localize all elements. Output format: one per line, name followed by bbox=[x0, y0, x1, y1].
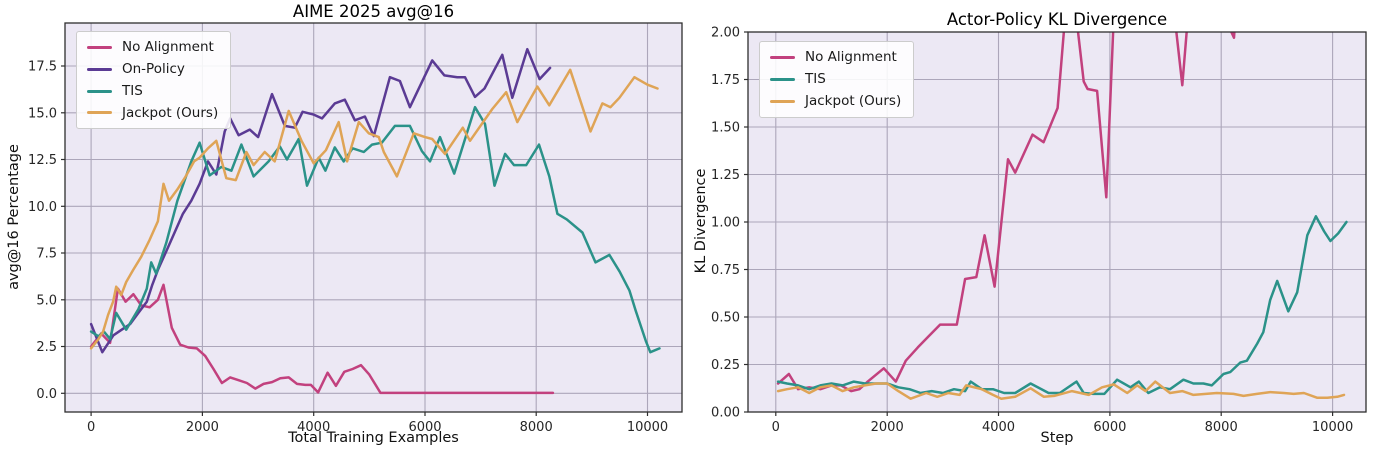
kl-yaxis-label: KL Divergence bbox=[693, 168, 709, 274]
x-tick-label: 8000 bbox=[520, 420, 553, 435]
y-tick-label: 0.0 bbox=[36, 387, 57, 402]
legend-item-tis: TIS bbox=[87, 82, 218, 99]
y-tick-label: 7.5 bbox=[36, 247, 57, 262]
legend-label: TIS bbox=[122, 82, 143, 99]
y-tick-label: 15.0 bbox=[28, 106, 57, 121]
legend-swatch-on-policy bbox=[87, 67, 112, 71]
legend-swatch-no-alignment bbox=[87, 45, 112, 49]
y-tick-label: 10.0 bbox=[28, 200, 57, 215]
aime-yaxis-label: avg@16 Percentage bbox=[6, 144, 22, 290]
legend-swatch-jackpot-ours bbox=[87, 111, 112, 115]
x-tick-label: 10000 bbox=[1312, 420, 1353, 435]
y-tick-label: 1.25 bbox=[711, 168, 740, 183]
aime-xaxis-label: Total Training Examples bbox=[288, 430, 459, 446]
series-line-no-alignment bbox=[89, 283, 555, 395]
x-tick-label: 0 bbox=[772, 420, 780, 435]
x-tick-label: 2000 bbox=[871, 420, 904, 435]
legend-label: Jackpot (Ours) bbox=[805, 92, 902, 109]
legend-label: On-Policy bbox=[122, 60, 185, 77]
aime-chart-title: AIME 2025 avg@16 bbox=[292, 2, 455, 21]
series-line-jackpot-ours bbox=[776, 380, 1346, 400]
y-tick-label: 12.5 bbox=[28, 153, 57, 168]
legend-item-jackpot-ours: Jackpot (Ours) bbox=[87, 104, 219, 121]
x-tick-label: 0 bbox=[87, 420, 95, 435]
legend-label: No Alignment bbox=[805, 49, 897, 65]
tick-labels: 0 2000 4000 6000 8000 10000 0.0 2.5 5.0 7.5 10.0 12… bbox=[28, 60, 668, 436]
kl-xaxis-label: Step bbox=[1040, 430, 1074, 446]
x-tick-label: 2000 bbox=[186, 420, 219, 435]
aime-legend: No Alignment On-Policy TIS Jackpot (Ours) bbox=[76, 31, 232, 130]
y-tick-label: 17.5 bbox=[28, 60, 57, 75]
y-tick-label: 0.50 bbox=[711, 311, 740, 326]
y-tick-label: 1.00 bbox=[711, 216, 740, 231]
legend-item-no-alignment: No Alignment bbox=[770, 50, 901, 65]
y-tick-label: 1.75 bbox=[711, 73, 740, 88]
legend-label: No Alignment bbox=[122, 39, 214, 55]
legend-swatch-jackpot-ours bbox=[770, 99, 795, 103]
x-tick-label: 10000 bbox=[627, 420, 668, 435]
gridlines bbox=[65, 23, 682, 412]
series-line-jackpot-ours bbox=[89, 68, 659, 350]
x-tick-label: 6000 bbox=[408, 420, 441, 435]
x-tick-label: 4000 bbox=[297, 420, 330, 435]
y-tick-label: 1.50 bbox=[711, 121, 740, 136]
legend-label: TIS bbox=[805, 70, 826, 87]
legend-swatch-tis bbox=[770, 77, 795, 81]
series-line-on-policy bbox=[89, 47, 552, 354]
legend-swatch-tis bbox=[87, 89, 112, 93]
legend-swatch-no-alignment bbox=[770, 55, 795, 59]
y-tick-label: 2.00 bbox=[711, 26, 740, 41]
axes-frame bbox=[747, 31, 1367, 413]
x-tick-label: 6000 bbox=[1093, 420, 1126, 435]
series-group bbox=[776, 32, 1348, 400]
y-tick-label: 5.0 bbox=[36, 293, 57, 308]
axes-frame bbox=[64, 22, 683, 413]
series-group bbox=[89, 47, 661, 395]
y-tick-label: 0.75 bbox=[711, 263, 740, 278]
y-tick-label: 0.25 bbox=[711, 358, 740, 373]
tick-marks bbox=[744, 31, 1334, 416]
legend-item-no-alignment: No Alignment bbox=[87, 40, 218, 55]
x-tick-label: 8000 bbox=[1205, 420, 1238, 435]
tick-labels: 0 2000 4000 6000 8000 10000 0.00 0.25 0.50 0.75 1.… bbox=[711, 26, 1353, 436]
tick-marks bbox=[61, 65, 649, 416]
y-tick-label: 0.00 bbox=[711, 406, 740, 421]
legend-item-jackpot-ours: Jackpot (Ours) bbox=[770, 92, 902, 109]
legend-label: Jackpot (Ours) bbox=[122, 104, 219, 121]
legend-item-tis: TIS bbox=[770, 70, 901, 87]
x-tick-label: 4000 bbox=[982, 420, 1015, 435]
y-tick-label: 2.5 bbox=[36, 340, 57, 355]
kl-chart-title: Actor-Policy KL Divergence bbox=[946, 10, 1168, 29]
legend-item-on-policy: On-Policy bbox=[87, 60, 218, 77]
series-line-no-alignment bbox=[776, 32, 1236, 393]
kl-legend: No Alignment TIS Jackpot (Ours) bbox=[759, 41, 915, 118]
series-line-tis bbox=[89, 105, 661, 354]
